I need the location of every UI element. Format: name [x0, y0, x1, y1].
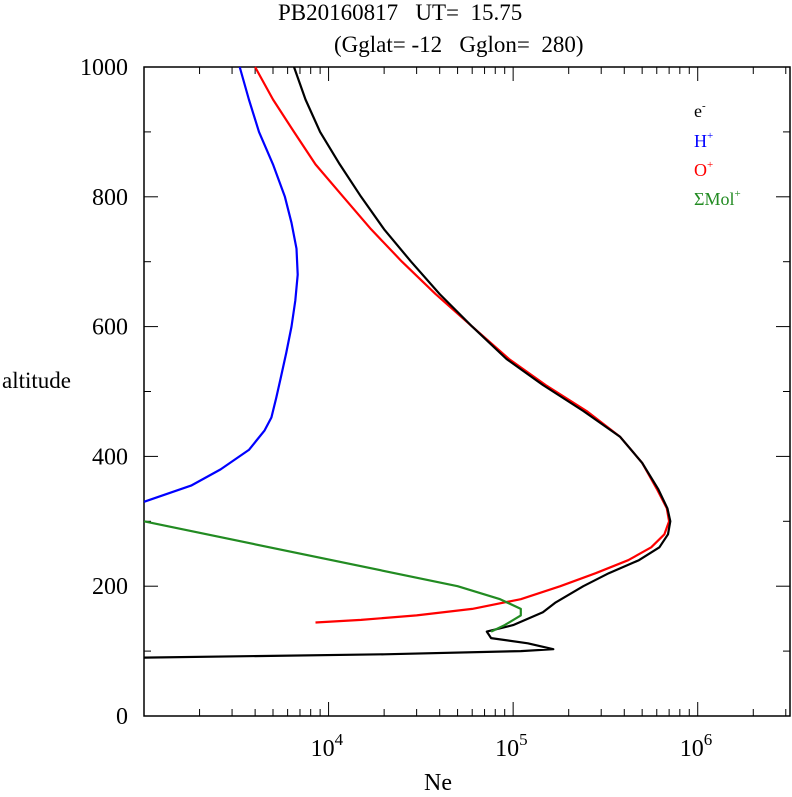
legend-entry-electron: e- [694, 101, 706, 122]
y-axis-label: altitude [2, 368, 71, 393]
x-tick-label: 105 [495, 730, 527, 762]
axis-ticks [143, 66, 790, 717]
plot-frame [143, 66, 791, 717]
y-tick-label: 1000 [80, 55, 128, 81]
y-tick-label: 600 [92, 315, 128, 341]
chart-title-line2: (Gglat= -12 Gglon= 280) [334, 32, 584, 57]
legend-charge: + [707, 130, 714, 142]
legend-charge: + [707, 159, 714, 171]
y-tick-label: 200 [92, 574, 128, 600]
legend-entry-oxygen: O+ [694, 160, 713, 181]
y-tick-label: 0 [116, 704, 128, 730]
y-tick-label: 400 [92, 444, 128, 470]
series-line-2 [143, 66, 672, 659]
x-tick-label: 104 [311, 730, 344, 762]
x-tick-label: 106 [680, 730, 713, 762]
chart-title-line1: PB20160817 UT= 15.75 [278, 0, 523, 25]
x-axis-label: Ne [424, 770, 452, 796]
legend-charge: - [702, 100, 706, 112]
legend-charge: + [734, 188, 741, 200]
y-tick-label: 800 [92, 185, 128, 211]
legend-label: ΣMol [694, 189, 735, 209]
series-line-1 [254, 66, 671, 624]
legend-label: e [694, 101, 702, 121]
tick-labels: 0 200 400 600 800 1000 104 105 106 [80, 55, 712, 762]
legend-label: H [694, 131, 707, 151]
legend-entry-molecular: ΣMol+ [694, 189, 741, 210]
series-line-3 [143, 520, 522, 633]
series-line-0 [143, 66, 299, 503]
legend-label: O [694, 160, 707, 180]
legend-entry-hydrogen: H+ [694, 131, 713, 152]
series-lines [143, 66, 672, 659]
